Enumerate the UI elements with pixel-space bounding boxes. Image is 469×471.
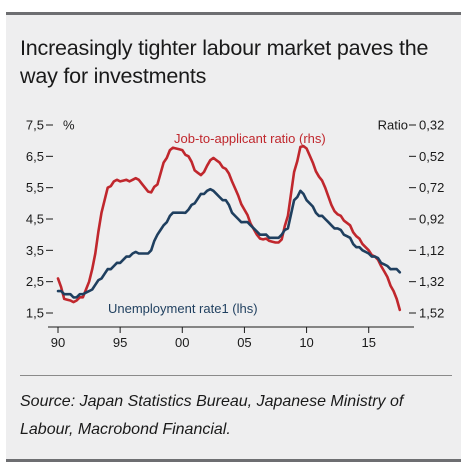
x-tick-label: 05 — [237, 335, 251, 350]
left-tick-label: 7,5 — [26, 118, 44, 133]
source-note: Source: Japan Statistics Bureau, Japanes… — [20, 393, 404, 438]
top-rule — [6, 12, 461, 15]
chart-title: Increasingly tighter labour market paves… — [20, 36, 429, 88]
x-tick-label: 15 — [361, 335, 375, 350]
left-tick-label: 2,5 — [26, 274, 44, 289]
left-tick-label: 6,5 — [26, 149, 44, 164]
right-tick-label: 1,12 — [419, 243, 444, 258]
right-tick-label: 0,52 — [419, 149, 444, 164]
job-ratio-series-label: Job-to-applicant ratio (rhs) — [174, 131, 326, 146]
unemployment-series-label: Unemployment rate1 (lhs) — [108, 301, 258, 316]
x-tick-label: 90 — [51, 335, 65, 350]
x-tick-label: 10 — [299, 335, 313, 350]
left-tick-label: 3,5 — [26, 243, 44, 258]
job-to-applicant-ratio-line — [56, 144, 402, 312]
left-tick-label: 1,5 — [26, 306, 44, 321]
right-tick-label: 0,92 — [419, 212, 444, 227]
unemployment-rate-line — [56, 187, 402, 299]
bottom-rule — [6, 459, 461, 462]
chart-panel: Increasingly tighter labour market paves… — [6, 12, 461, 462]
source-divider — [20, 375, 452, 376]
right-tick-label: 1,32 — [419, 274, 444, 289]
right-axis-unit: Ratio — [378, 118, 408, 133]
line-chart: 7,5 6,5 5,5 4,5 3,5 2,5 1,5% 0,32 0,52 0,72 0,92 1,… — [26, 118, 444, 351]
right-tick-label: 1,52 — [419, 306, 444, 321]
x-tick-label: 00 — [175, 335, 189, 350]
right-tick-label: 0,72 — [419, 180, 444, 195]
left-tick-label: 4,5 — [26, 212, 44, 227]
left-tick-label: 5,5 — [26, 180, 44, 195]
right-tick-label: 0,32 — [419, 118, 444, 133]
left-axis-unit: % — [63, 118, 75, 133]
x-tick-label: 95 — [113, 335, 127, 350]
